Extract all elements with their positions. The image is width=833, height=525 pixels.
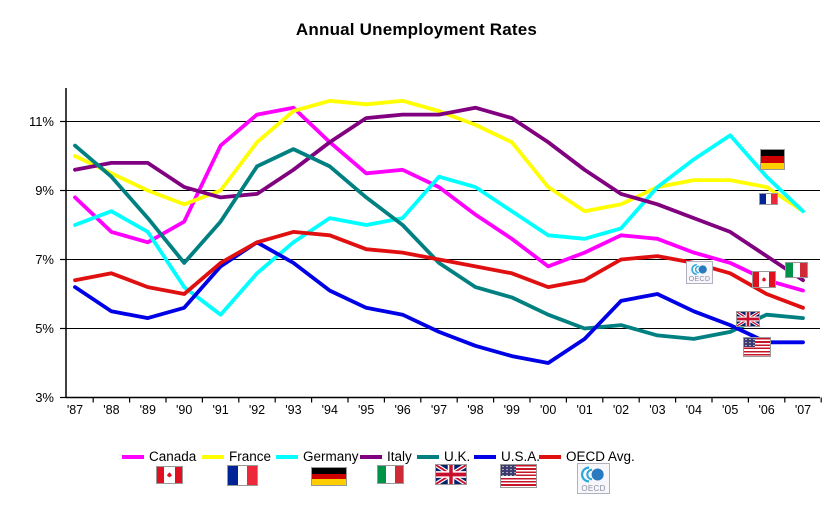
y-tick-label: 11% (29, 114, 54, 129)
germany-flag-icon (760, 149, 785, 170)
y-tick-label: 5% (35, 321, 54, 336)
series-line-germany (73, 133, 805, 317)
legend-item-uk: U.K. (417, 449, 470, 464)
legend-label: Canada (149, 449, 197, 464)
legend-item-france: France (202, 449, 271, 464)
series-line-canada (73, 105, 805, 293)
oecd-logo-icon: OECD (577, 463, 610, 494)
x-tick-label: '02 (613, 403, 629, 417)
uk-flag-icon (736, 311, 760, 327)
legend-label: U.K. (444, 449, 471, 464)
legend-label: France (229, 449, 272, 464)
usa-flag-icon (500, 464, 537, 488)
x-tick-label: '07 (795, 403, 811, 417)
x-tick-label: '03 (649, 403, 665, 417)
legend-label: OECD Avg. (566, 449, 635, 464)
legend-swatch (474, 454, 496, 459)
legend-item-oecdavg: OECD Avg. (539, 449, 635, 464)
legend-label: Italy (387, 449, 412, 464)
x-tick-label: '00 (540, 403, 556, 417)
x-tick-label: '05 (722, 403, 738, 417)
y-tick-label: 9% (35, 183, 54, 198)
y-tick-label: 7% (35, 252, 54, 267)
series-line-uk (73, 143, 805, 341)
oecd-arcs-icon (691, 264, 707, 275)
italy-flag-icon (377, 465, 404, 484)
legend-swatch (360, 454, 382, 459)
x-tick-label: '06 (758, 403, 774, 417)
canada-flag-icon (752, 271, 776, 288)
x-tick-label: '91 (212, 403, 228, 417)
legend-swatch (539, 454, 561, 459)
x-tick-label: '93 (285, 403, 301, 417)
legend-swatch (122, 454, 144, 459)
maple-leaf-icon (761, 277, 767, 282)
x-tick-label: '01 (576, 403, 592, 417)
x-tick-label: '95 (358, 403, 374, 417)
germany-flag-icon (311, 467, 347, 486)
series-line-oecdavg (73, 229, 805, 310)
x-tick-label: '94 (322, 403, 338, 417)
x-tick-label: '89 (140, 403, 156, 417)
x-tick-label: '87 (67, 403, 83, 417)
legend-item-italy: Italy (360, 449, 412, 464)
x-tick-label: '88 (103, 403, 119, 417)
series-line-italy (73, 105, 805, 283)
uk-flag-icon (435, 464, 467, 485)
france-flag-icon (227, 465, 258, 486)
series-line-france (73, 98, 805, 214)
x-tick-label: '98 (467, 403, 483, 417)
italy-flag-icon (785, 262, 808, 278)
canada-flag-icon (156, 466, 183, 484)
x-tick-label: '97 (431, 403, 447, 417)
maple-leaf-icon (166, 472, 173, 478)
legend-label: Germany (303, 449, 359, 464)
x-tick-label: '04 (686, 403, 702, 417)
legend-swatch (202, 454, 224, 459)
usa-flag-icon (743, 337, 771, 357)
x-tick-label: '99 (504, 403, 520, 417)
y-tick-label: 3% (35, 390, 54, 405)
legend-item-canada: Canada (122, 449, 196, 464)
oecd-logo-icon: OECD (686, 261, 713, 284)
oecd-logo-label: OECD (688, 276, 711, 283)
oecd-arcs-icon (581, 466, 604, 483)
chart-title: Annual Unemployment Rates (295, 20, 538, 39)
legend-item-usa: U.S.A. (474, 449, 540, 464)
oecd-logo-label: OECD (581, 484, 606, 493)
x-tick-label: '92 (249, 403, 265, 417)
france-flag-icon (759, 193, 778, 205)
series-line-usa (73, 240, 805, 365)
x-tick-label: '96 (394, 403, 410, 417)
legend-swatch (417, 454, 439, 459)
legend-swatch (276, 454, 298, 459)
line-chart-plot: 3% 5% 7% 9% 11% '87 '88 '89 '90 '91 '92 '93 '94 '95 '9… (29, 88, 822, 417)
legend-item-germany: Germany (276, 449, 359, 464)
x-tick-label: '90 (176, 403, 192, 417)
legend-label: U.S.A. (501, 449, 541, 464)
